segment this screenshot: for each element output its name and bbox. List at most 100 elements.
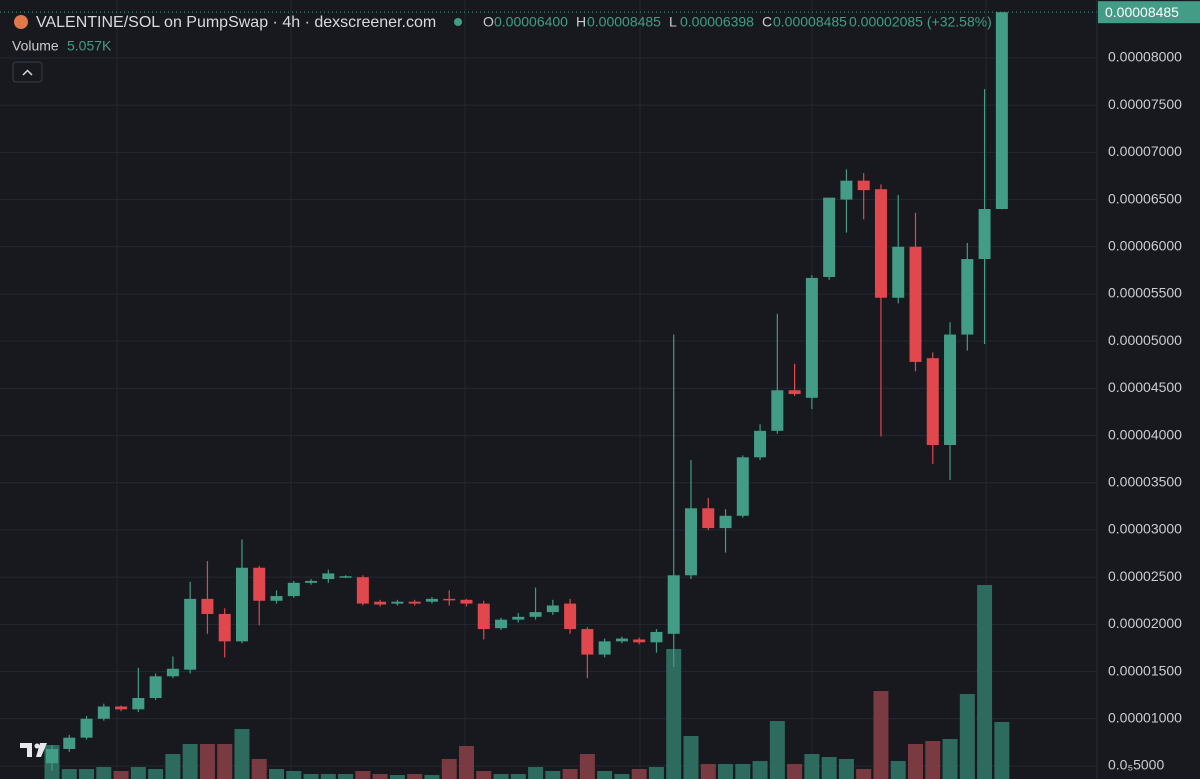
y-tick-label: 0.00002000 [1108,615,1182,631]
volume-bar [148,769,164,779]
candle-body [581,629,594,655]
candle-body [460,599,473,604]
candle-body [184,598,197,670]
candle-body [374,601,387,605]
candle-body [805,277,818,398]
logo-part [20,743,32,757]
logo-part [34,743,40,749]
candle-body [598,641,611,655]
candle-body [149,676,162,699]
candle-body [719,515,732,529]
y-tick-label: 0.00004500 [1108,379,1182,395]
candle-body [408,601,421,604]
volume-bar [579,753,595,779]
candle-body [840,180,853,200]
logo-part [36,743,47,757]
volume-bar [355,770,371,779]
volume-bar [199,743,215,779]
volume-bar [389,774,405,779]
volume-bar [821,757,837,779]
candle-body [788,390,801,395]
candle-body [63,737,76,749]
y-tick-label: 0.00005500 [1108,285,1182,301]
tradingview-logo [20,743,47,757]
candle-body [322,573,335,580]
candle-body [529,612,542,617]
volume-bar [61,769,77,779]
candle-body [495,619,508,629]
collapse-button[interactable] [12,61,43,83]
volume-bar [165,753,181,779]
y-tick-label: 0.00006500 [1108,190,1182,206]
volume-bar [372,773,388,779]
chart-title: VALENTINE/SOL on PumpSwap · 4h · dexscre… [36,14,436,31]
candle-body [287,582,300,597]
y-tick-label: 0.00001500 [1108,662,1182,678]
volume-bar [476,770,492,779]
candle-body [132,698,145,710]
last-price-tag [1098,1,1200,24]
candle-body [443,598,456,601]
volume-bar [458,746,474,779]
volume-bar [856,769,872,779]
volume-bar [718,763,734,779]
volume-bar [303,773,319,779]
candle-body [909,246,922,362]
volume-bar [597,770,613,779]
y-tick-label: 0.00006000 [1108,237,1182,253]
candle-body [477,603,490,630]
volume-bar [493,773,509,779]
plot [0,11,1097,779]
volume-bar [545,770,561,779]
y-tick-label: 0.00008000 [1108,49,1182,65]
ohlc-value: 0.00008485 [773,14,847,30]
volume-bar [648,767,664,779]
volume-bar [752,760,768,779]
candle-body [633,639,646,643]
y-tick-label: 0.00004000 [1108,426,1182,442]
volume-label: Volume [12,38,59,54]
candle-body [80,718,93,738]
candle-body [218,613,231,642]
token-icon [14,15,28,29]
collapse-icon [22,69,33,76]
volume-bar [666,649,682,779]
volume-bar [838,759,854,779]
volume-bar [113,770,129,779]
volume-bar [890,760,906,779]
y-tick-label: 0.00003500 [1108,473,1182,489]
candle-body [754,430,767,458]
candle-body [944,334,957,446]
volume-bar [407,773,423,779]
volume-bar [130,767,146,779]
volume-bar [873,690,889,779]
candle-body [512,616,525,620]
candle-body [874,189,887,298]
volume-bar [320,773,336,779]
candle-body [391,601,404,604]
ohlc-value: 0.00006398 [680,14,754,30]
ohlc-key: C [762,14,772,30]
candle-body [702,508,715,529]
volume-bar [96,767,112,779]
volume-bar [959,693,975,779]
candle-body [684,508,697,576]
volume-bar [925,740,941,779]
volume-bar [234,729,250,779]
volume-bar [286,770,302,779]
ohlc-key: L [669,14,677,30]
y-tick-label: 0.00007500 [1108,96,1182,112]
volume-bar [942,739,958,779]
volume-bar [424,774,440,779]
candle-body [736,457,749,516]
volume-bar [79,769,95,779]
ohlc-key: H [576,14,586,30]
candle-body [978,209,991,260]
candle-body [356,577,369,604]
volume-value: 5.057K [67,38,112,54]
y-tick-label: 0.00003000 [1108,521,1182,537]
candle-body [253,567,266,601]
volume-bar [528,767,544,779]
